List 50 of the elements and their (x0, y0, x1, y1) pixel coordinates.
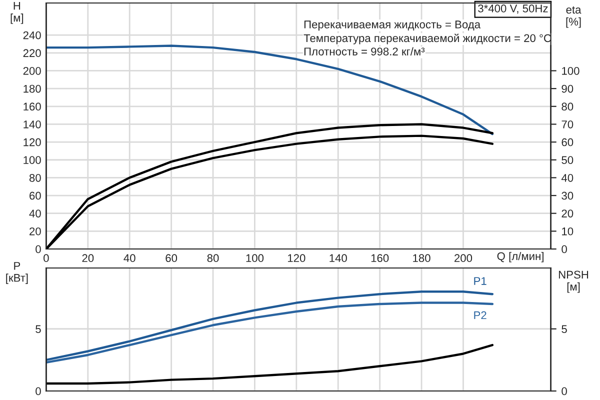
y2-tick-label: 100 (562, 67, 580, 75)
x-tick-label: 20 (82, 254, 94, 262)
y2-tick-label: 0 (562, 387, 567, 396)
y2-tick-label: 40 (561, 174, 574, 182)
y2-tick-label: 5 (562, 325, 567, 334)
y-tick-label: 0 (36, 245, 41, 254)
y2-tick-label: 60 (562, 138, 574, 146)
series-label: P1 (474, 277, 486, 285)
y2-tick-label: 10 (562, 227, 574, 236)
x-tick-label: 180 (413, 254, 430, 262)
y2-tick-label: 70 (562, 120, 574, 128)
y-tick-label: 220 (23, 49, 41, 58)
y2-tick-label: 50 (562, 156, 574, 164)
y-tick-label: 240 (23, 31, 41, 40)
x-tick-label: 60 (166, 254, 178, 262)
y2-tick-label: 0 (562, 245, 567, 254)
series-label: P2 (474, 311, 486, 320)
annotation: Плотность = 998.2 кг/м³ (304, 47, 425, 56)
x-tick-label: 140 (330, 254, 347, 262)
y-tick-label: 120 (24, 138, 41, 146)
y-axis-title: H [м] (10, 2, 24, 24)
y-tick-label: 80 (29, 174, 41, 182)
y-tick-label: 200 (23, 67, 41, 75)
x-tick-label: 200 (454, 254, 472, 262)
y2-tick-label: 30 (562, 192, 574, 200)
annotation: 3*400 V, 50Hz (478, 4, 548, 14)
annotation: Перекачиваемая жидкость = Вода (304, 20, 481, 31)
x-tick-label: 100 (246, 254, 264, 262)
y-tick-label: 0 (36, 387, 41, 396)
x-tick-label: 80 (207, 254, 219, 262)
y2-tick-label: 20 (562, 210, 574, 218)
y-tick-label: 5 (36, 325, 41, 334)
annotation: Температура перекачиваемой жидкости = 20 °C (304, 34, 552, 44)
x-tick-label: 40 (124, 254, 136, 262)
x-tick-label: 0 (44, 254, 49, 262)
y-axis-title: P [кВт] (6, 262, 28, 284)
x-axis-title: Q [л/мин] (497, 252, 544, 262)
y2-tick-label: 90 (562, 84, 574, 93)
y2-tick-label: 80 (562, 102, 574, 111)
y-tick-label: 20 (30, 227, 41, 236)
y-tick-label: 60 (30, 192, 41, 200)
x-tick-label: 120 (288, 254, 306, 262)
y-tick-label: 140 (24, 120, 41, 128)
y2-axis-title: eta [%] (566, 6, 582, 28)
y-tick-label: 160 (24, 102, 41, 111)
x-tick-label: 160 (371, 254, 389, 262)
y2-axis-title: NPSH [м] (558, 270, 588, 293)
y-tick-label: 40 (29, 210, 41, 218)
y-tick-label: 100 (24, 156, 41, 164)
y-tick-label: 180 (24, 84, 41, 93)
